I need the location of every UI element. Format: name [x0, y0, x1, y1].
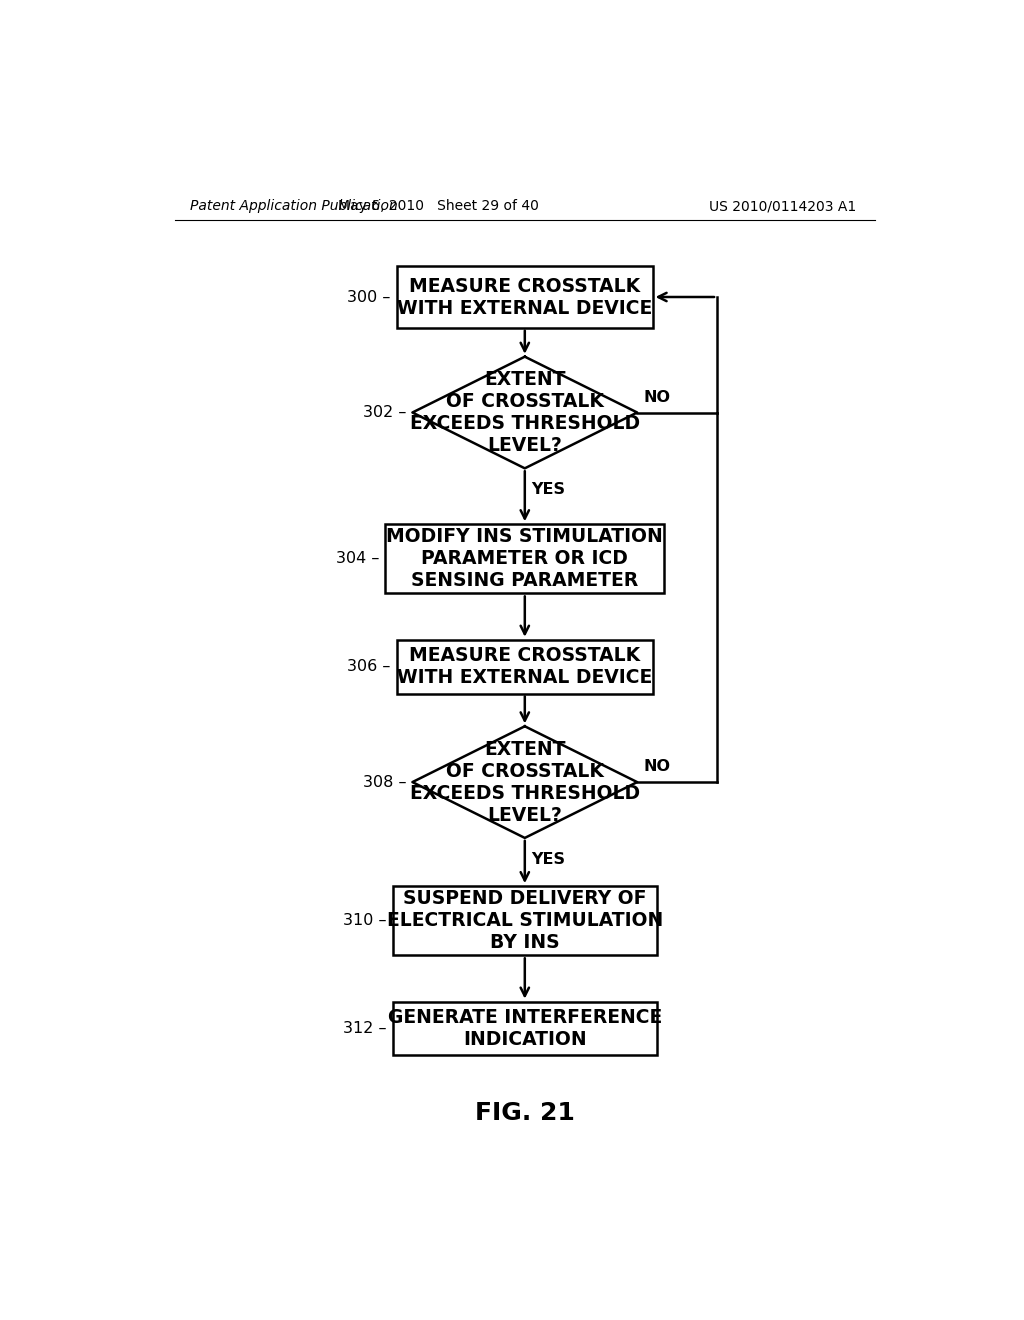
Text: 312 –: 312 –: [343, 1020, 387, 1036]
Text: EXTENT
OF CROSSTALK
EXCEEDS THRESHOLD
LEVEL?: EXTENT OF CROSSTALK EXCEEDS THRESHOLD LE…: [410, 739, 640, 825]
Text: NO: NO: [643, 389, 671, 405]
Text: 302 –: 302 –: [362, 405, 407, 420]
Text: 310 –: 310 –: [343, 913, 387, 928]
Text: GENERATE INTERFERENCE
INDICATION: GENERATE INTERFERENCE INDICATION: [388, 1008, 662, 1049]
Text: Patent Application Publication: Patent Application Publication: [190, 199, 397, 213]
Bar: [393, 1002, 656, 1056]
Text: MEASURE CROSSTALK
WITH EXTERNAL DEVICE: MEASURE CROSSTALK WITH EXTERNAL DEVICE: [397, 276, 652, 318]
Bar: [397, 640, 652, 693]
Text: EXTENT
OF CROSSTALK
EXCEEDS THRESHOLD
LEVEL?: EXTENT OF CROSSTALK EXCEEDS THRESHOLD LE…: [410, 370, 640, 455]
Text: YES: YES: [531, 851, 565, 867]
Text: NO: NO: [643, 759, 671, 775]
Text: US 2010/0114203 A1: US 2010/0114203 A1: [710, 199, 856, 213]
Polygon shape: [413, 356, 637, 469]
Text: May 6, 2010   Sheet 29 of 40: May 6, 2010 Sheet 29 of 40: [338, 199, 539, 213]
Text: YES: YES: [531, 482, 565, 498]
Bar: [397, 267, 652, 327]
Text: 306 –: 306 –: [347, 659, 391, 675]
Text: SUSPEND DELIVERY OF
ELECTRICAL STIMULATION
BY INS: SUSPEND DELIVERY OF ELECTRICAL STIMULATI…: [387, 890, 663, 952]
Polygon shape: [413, 726, 637, 838]
Text: MEASURE CROSSTALK
WITH EXTERNAL DEVICE: MEASURE CROSSTALK WITH EXTERNAL DEVICE: [397, 645, 652, 688]
Text: 304 –: 304 –: [336, 552, 379, 566]
Text: 300 –: 300 –: [347, 289, 391, 305]
Bar: [393, 886, 656, 956]
Bar: [385, 524, 665, 594]
Text: FIG. 21: FIG. 21: [475, 1101, 574, 1125]
Text: MODIFY INS STIMULATION
PARAMETER OR ICD
SENSING PARAMETER: MODIFY INS STIMULATION PARAMETER OR ICD …: [386, 527, 664, 590]
Text: 308 –: 308 –: [362, 775, 407, 789]
